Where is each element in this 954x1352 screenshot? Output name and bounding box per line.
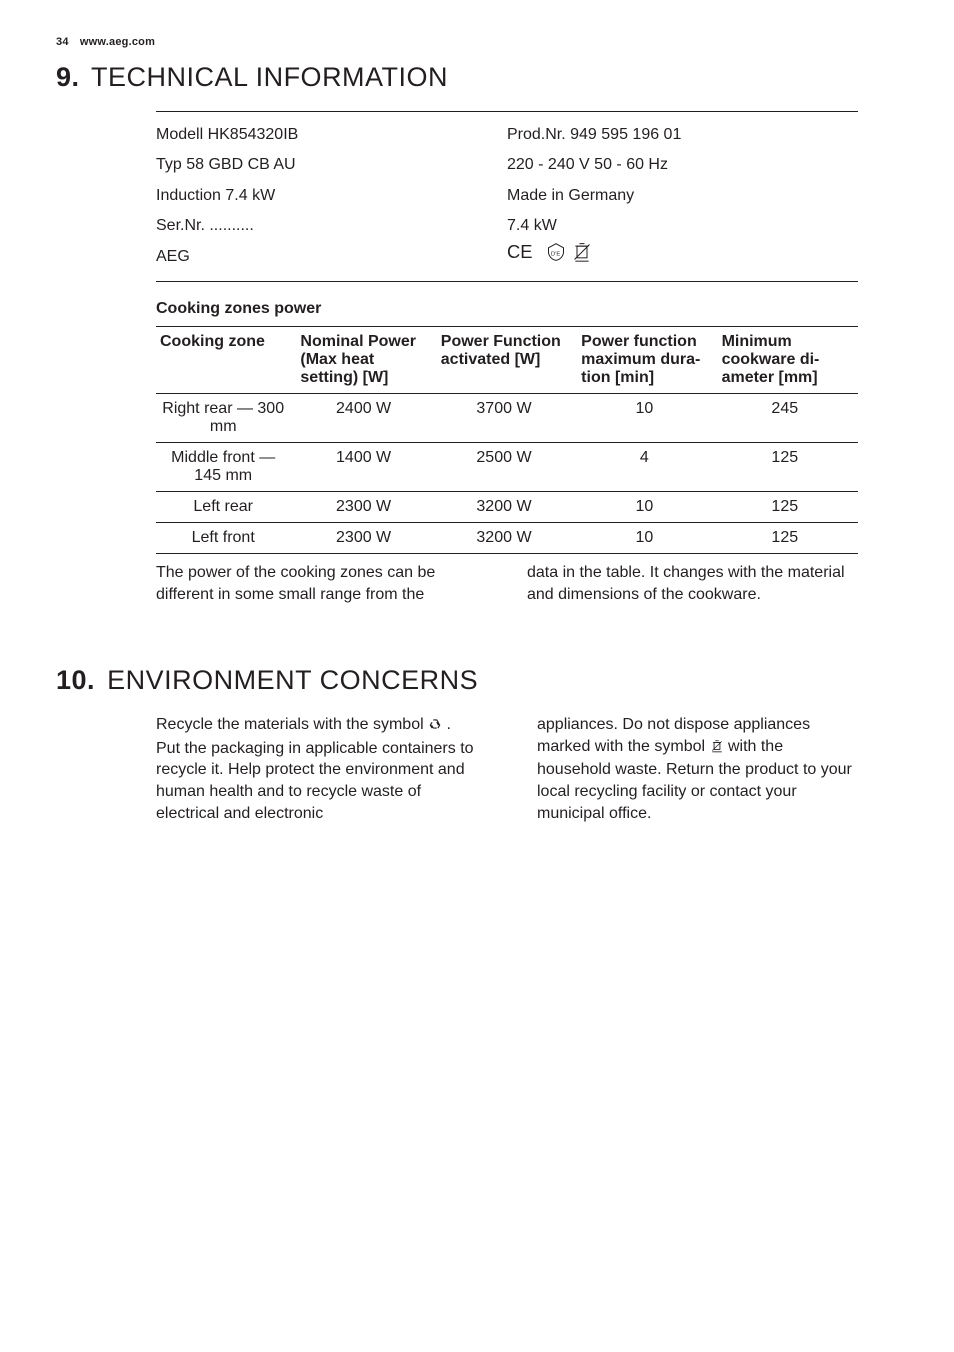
- spec-row: Typ 58 GBD CB AU220 - 240 V 50 - 60 Hz: [156, 150, 858, 180]
- spec-table: Modell HK854320IBProd.Nr. 949 595 196 01…: [156, 111, 858, 282]
- section-9-num: 9.: [56, 62, 80, 92]
- spec-left: Induction 7.4 kW: [156, 181, 507, 211]
- zones-th: Power Func­tion activa­ted [W]: [437, 326, 577, 393]
- page-site: www.aeg.com: [80, 36, 155, 48]
- env-col-1: Recycle the materials with the symbol . …: [156, 714, 477, 824]
- spec-left: Ser.Nr. ..........: [156, 211, 507, 241]
- section-10-num: 10.: [56, 665, 95, 695]
- table-row: Left front2300 W3200 W10125: [156, 522, 858, 553]
- weee-bin-icon: [572, 242, 592, 262]
- zones-td: 10: [577, 393, 717, 442]
- zones-subhead: Cooking zones power: [156, 300, 858, 318]
- safety-mark-icon: D'E: [546, 242, 566, 262]
- section-9-heading: 9. TECHNICAL INFORMATION: [56, 62, 898, 93]
- recycle-icon: [428, 716, 442, 738]
- svg-text:D'E: D'E: [551, 251, 560, 257]
- zones-header-row: Cooking zoneNominal Power (Max heat sett…: [156, 326, 858, 393]
- weee-bin-icon: [710, 738, 724, 760]
- env-col1-a: Recycle the materials with the symbol: [156, 716, 428, 733]
- section-9-title: TECHNICAL INFORMATION: [91, 62, 448, 92]
- spec-right: 7.4 kW: [507, 211, 858, 241]
- spec-left: Modell HK854320IB: [156, 120, 507, 150]
- spec-row: AEG CE D'E: [156, 242, 858, 273]
- zones-td: 245: [718, 393, 858, 442]
- zones-td: 10: [577, 522, 717, 553]
- zones-note-left: The power of the cooking zones can be di…: [156, 562, 487, 605]
- spec-right: 220 - 240 V 50 - 60 Hz: [507, 150, 858, 180]
- zones-td: 2300 W: [296, 522, 436, 553]
- zones-td: 4: [577, 442, 717, 491]
- page-header: 34 www.aeg.com: [56, 36, 898, 48]
- env-col-2: appliances. Do not dispose appliances ma…: [537, 714, 858, 824]
- section-10-title: ENVIRONMENT CONCERNS: [107, 665, 478, 695]
- spec-row: Ser.Nr. ..........7.4 kW: [156, 211, 858, 241]
- table-row: Right rear — 300 mm2400 W3700 W10245: [156, 393, 858, 442]
- zones-td: 2300 W: [296, 491, 436, 522]
- section-10-heading: 10. ENVIRONMENT CONCERNS: [56, 665, 898, 696]
- zones-note: The power of the cooking zones can be di…: [156, 562, 858, 605]
- spec-right: Prod.Nr. 949 595 196 01: [507, 120, 858, 150]
- zones-th: Nominal Power (Max heat setting) [W]: [296, 326, 436, 393]
- zones-td: Middle front — 145 mm: [156, 442, 296, 491]
- environment-text: Recycle the materials with the symbol . …: [156, 714, 858, 824]
- zones-note-right: data in the table. It changes with the m…: [527, 562, 858, 605]
- zones-td: Right rear — 300 mm: [156, 393, 296, 442]
- zones-th: Minimum cookware di­ameter [mm]: [718, 326, 858, 393]
- zones-td: 2400 W: [296, 393, 436, 442]
- zones-td: 125: [718, 491, 858, 522]
- zones-th: Power func­tion maxi­mum dura­tion [min]: [577, 326, 717, 393]
- zones-th: Cooking zone: [156, 326, 296, 393]
- table-row: Middle front — 145 mm1400 W2500 W4125: [156, 442, 858, 491]
- spec-right: CE D'E: [507, 242, 858, 273]
- zones-td: 3200 W: [437, 522, 577, 553]
- svg-text:CE: CE: [507, 242, 532, 262]
- zones-td: 125: [718, 522, 858, 553]
- zones-td: 10: [577, 491, 717, 522]
- ce-mark-icon: CE: [507, 242, 540, 262]
- spec-left: Typ 58 GBD CB AU: [156, 150, 507, 180]
- zones-td: Left front: [156, 522, 296, 553]
- zones-td: 1400 W: [296, 442, 436, 491]
- zones-td: Left rear: [156, 491, 296, 522]
- zones-table: Cooking zoneNominal Power (Max heat sett…: [156, 326, 858, 554]
- spec-right: Made in Germany: [507, 181, 858, 211]
- table-row: Left rear2300 W3200 W10125: [156, 491, 858, 522]
- page-number: 34: [56, 36, 69, 48]
- spec-row: Modell HK854320IBProd.Nr. 949 595 196 01: [156, 120, 858, 150]
- zones-td: 2500 W: [437, 442, 577, 491]
- spec-left: AEG: [156, 242, 507, 273]
- spec-row: Induction 7.4 kWMade in Germany: [156, 181, 858, 211]
- zones-td: 3700 W: [437, 393, 577, 442]
- zones-td: 3200 W: [437, 491, 577, 522]
- zones-td: 125: [718, 442, 858, 491]
